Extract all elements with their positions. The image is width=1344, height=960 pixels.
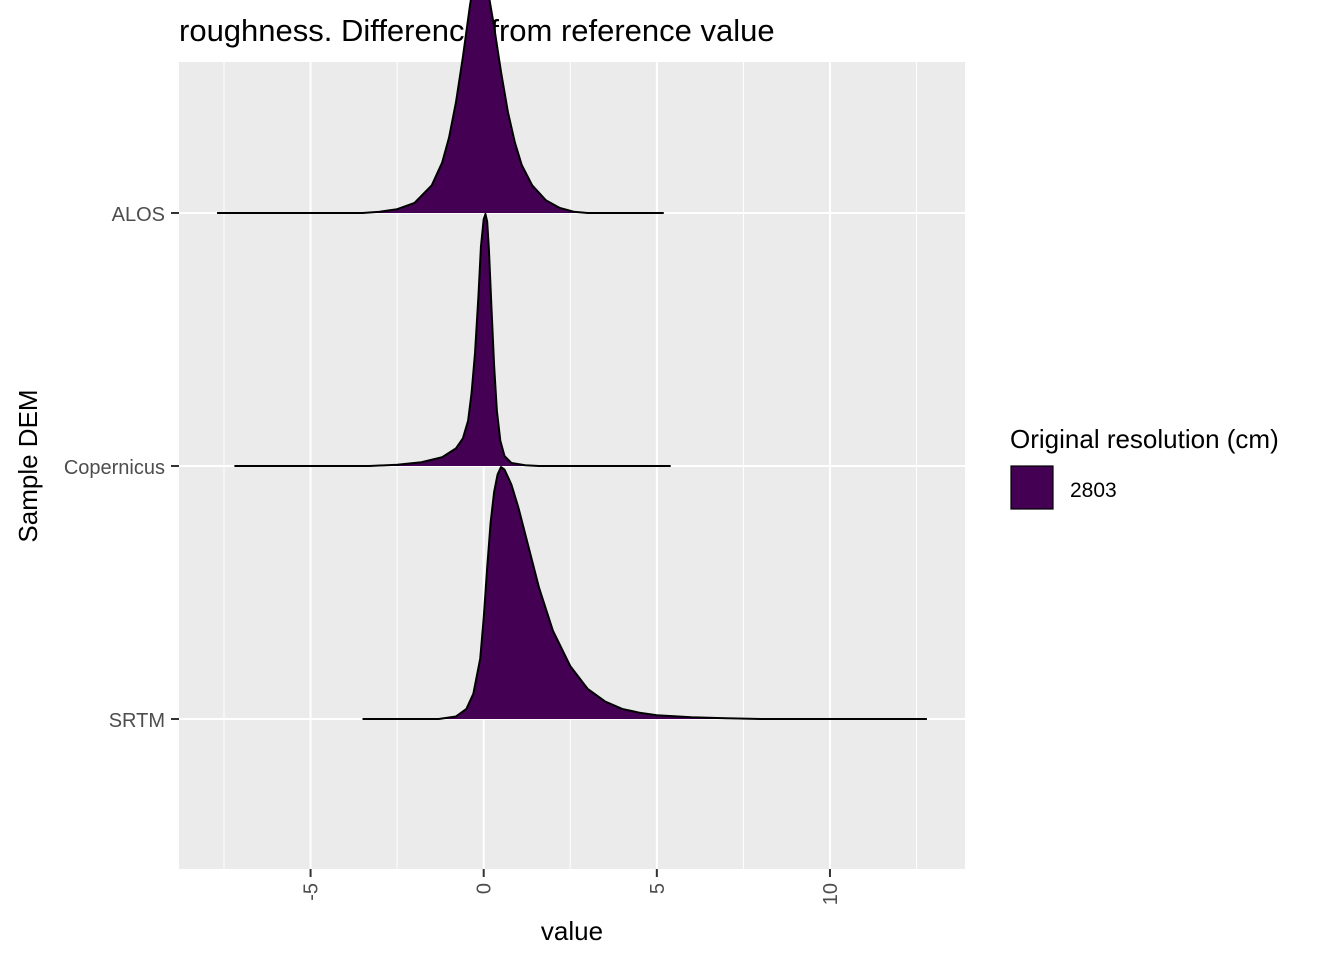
x-tick-label-1: 0 [474,883,496,894]
x-tick-label-0: -5 [301,883,323,901]
ridge-outline-alos [217,0,664,214]
y-tick-label-alos: ALOS [112,204,165,226]
x-tick-label-3: 10 [820,883,842,905]
x-axis-title: value [541,916,603,946]
ridge-fill-alos [217,0,664,213]
x-tick-label-2: 5 [647,883,669,894]
legend: Original resolution (cm) 2803 [1010,424,1279,510]
legend-label-2803: 2803 [1070,479,1117,502]
legend-key-2803 [1010,465,1054,510]
legend-title: Original resolution (cm) [1010,424,1279,454]
y-axis-title: Sample DEM [13,389,43,542]
y-axis: ALOS Copernicus SRTM [64,204,179,732]
ridge-fill-srtm [362,467,927,719]
y-tick-label-srtm: SRTM [109,710,165,732]
density-ridges [217,0,927,720]
y-tick-label-copernicus: Copernicus [64,457,165,479]
ridge-outline-srtm [362,466,927,720]
x-axis: -5 0 5 10 [301,869,842,905]
ridge-outline-copernicus [234,213,671,467]
